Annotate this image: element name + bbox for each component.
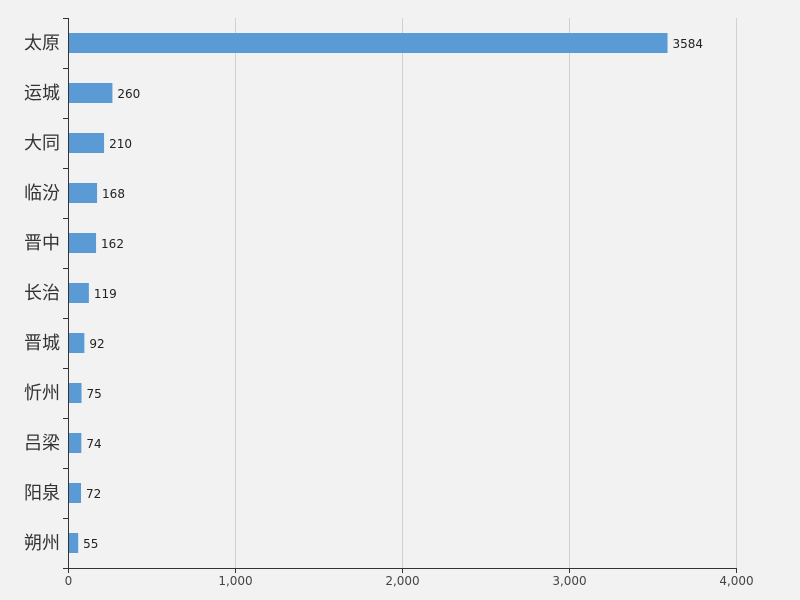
- bar: [69, 33, 668, 53]
- bar: [69, 483, 82, 503]
- data-label: 168: [102, 187, 125, 201]
- data-label: 72: [86, 487, 101, 501]
- data-label: 162: [101, 237, 124, 251]
- data-label: 3584: [673, 37, 704, 51]
- y-tick-label: 吕梁: [24, 433, 60, 454]
- bar: [69, 433, 82, 453]
- bar: [69, 83, 113, 103]
- y-tick-label: 太原: [24, 33, 60, 54]
- y-tick-label: 长治: [24, 283, 60, 304]
- bar: [69, 283, 89, 303]
- y-tick-label: 晋中: [24, 233, 60, 254]
- axes: [63, 18, 737, 573]
- data-label: 74: [86, 437, 101, 451]
- x-tick-label: 3,000: [552, 574, 586, 588]
- bar: [69, 533, 79, 553]
- data-label: 55: [83, 537, 98, 551]
- x-tick-label: 2,000: [385, 574, 419, 588]
- y-tick-label: 大同: [24, 133, 60, 154]
- x-tick-label: 1,000: [218, 574, 252, 588]
- bars: [69, 33, 668, 553]
- y-tick-label: 朔州: [24, 533, 60, 554]
- data-label: 210: [109, 137, 132, 151]
- x-tick-label: 4,000: [719, 574, 753, 588]
- x-tick-label: 0: [65, 574, 73, 588]
- y-tick-label: 晋城: [24, 333, 60, 354]
- y-tick-label: 忻州: [24, 383, 60, 404]
- grid-lines: [235, 18, 737, 568]
- y-tick-label: 运城: [24, 83, 60, 104]
- data-label: 92: [89, 337, 104, 351]
- bar: [69, 233, 97, 253]
- labels: 0 1,000 2,000 3,000 4,000 太原 3584 运城 260 大同 210 临汾 1…: [24, 33, 754, 588]
- bar: [69, 383, 82, 403]
- data-label: 119: [94, 287, 117, 301]
- bar: [69, 333, 85, 353]
- data-label: 260: [117, 87, 140, 101]
- bar: [69, 133, 105, 153]
- data-label: 75: [87, 387, 102, 401]
- y-tick-label: 阳泉: [24, 483, 60, 504]
- bar: [69, 183, 98, 203]
- y-tick-label: 临汾: [24, 183, 60, 204]
